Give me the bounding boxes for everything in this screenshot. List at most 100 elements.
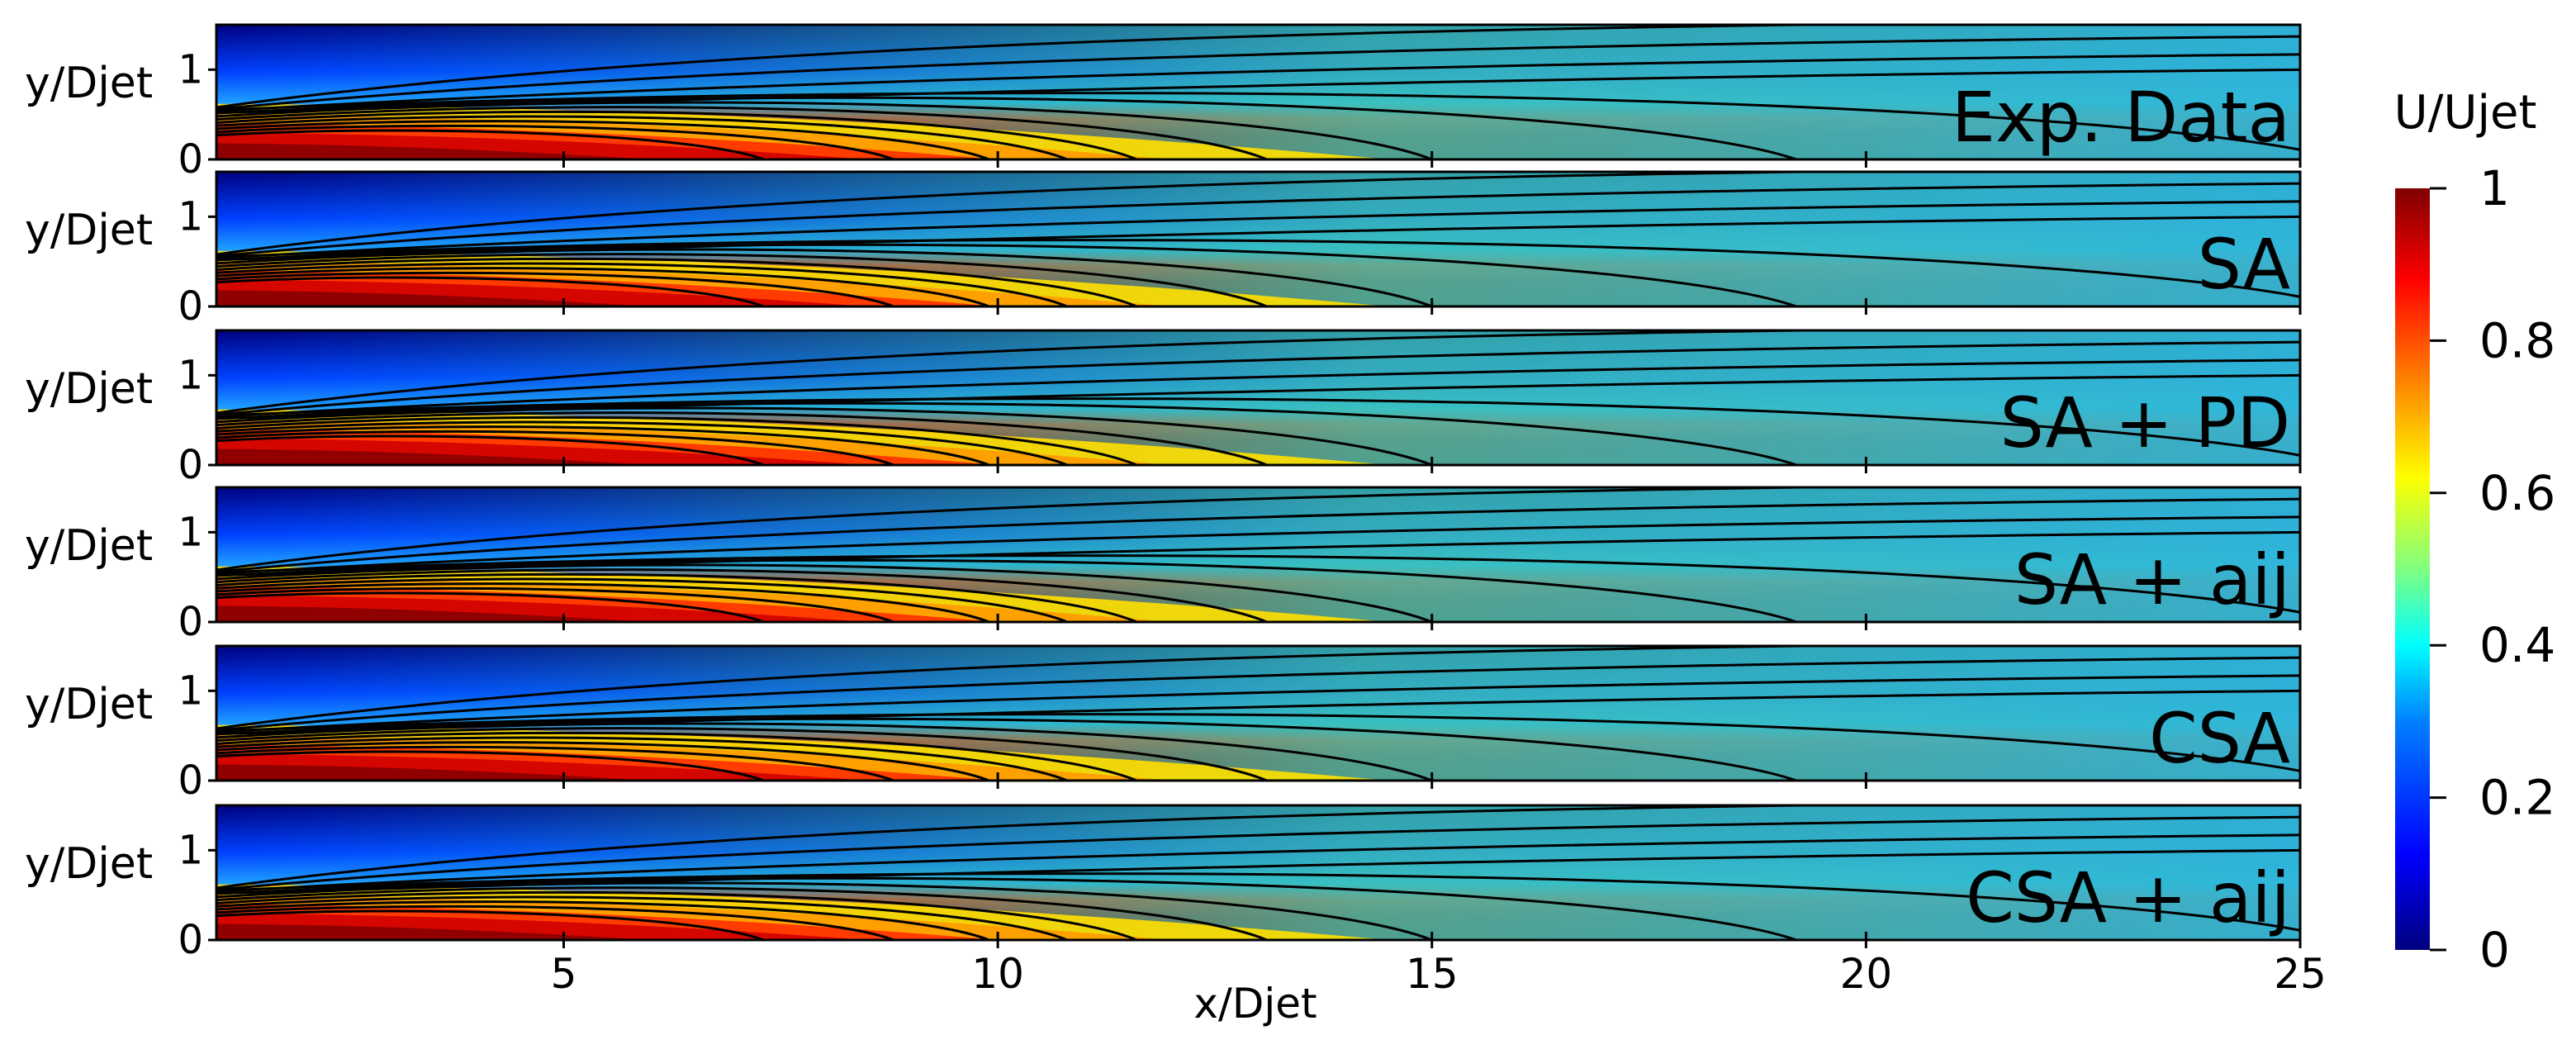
contour-line-upper — [216, 68, 2300, 114]
y-tick-label: 1 — [178, 667, 203, 714]
contour-line — [216, 420, 1068, 465]
contour-line — [216, 872, 2300, 932]
contour-line — [216, 124, 894, 159]
panel-label: SA — [2198, 224, 2290, 305]
colorbar-tick-label: 0.8 — [2479, 312, 2555, 368]
jet-core-region — [216, 449, 651, 465]
contour-line — [216, 271, 894, 306]
y-axis-label: y/Djet — [25, 680, 153, 729]
y-axis-label: y/Djet — [25, 206, 153, 255]
contour-line-upper — [216, 515, 2300, 575]
contour-line — [216, 397, 2300, 457]
contour-line — [216, 717, 1797, 781]
y-axis-label: y/Djet — [25, 521, 153, 571]
contour-line — [216, 425, 990, 465]
y-tick-label: 0 — [178, 136, 203, 183]
contour-line — [216, 895, 1068, 940]
panel-frame — [215, 329, 2302, 467]
contour-line — [216, 554, 2300, 614]
panel-5: CSA + aij y/Djet 0 1 — [25, 804, 2302, 963]
y-tick-label: 0 — [178, 442, 203, 488]
panel-label: CSA + aij — [1966, 857, 2290, 938]
contour-line — [216, 253, 1268, 306]
contour-line — [216, 745, 894, 781]
jet-core-region — [216, 143, 651, 159]
panel-frame — [215, 23, 2302, 161]
contour-line — [216, 731, 1137, 781]
panel-frame — [215, 804, 2302, 942]
contour-line — [216, 401, 1797, 465]
x-tick-label: 25 — [2274, 950, 2327, 998]
panels-group: Exp. Data y/Djet 0 1 SA y/Djet 0 1 SA + PD y/Djet… — [25, 23, 2302, 963]
contour-line — [216, 876, 1797, 940]
contour-line — [216, 741, 990, 781]
y-tick-label: 0 — [178, 283, 203, 330]
contour-line-upper — [216, 497, 2300, 573]
contour-line — [216, 262, 1068, 306]
contour-line — [216, 904, 894, 940]
contour-line — [216, 572, 1137, 622]
contour-line — [216, 106, 1268, 159]
x-axis: x/Djet 5 10 15 20 25 — [551, 950, 2327, 1028]
panel-field — [216, 646, 2300, 781]
y-tick-label: 0 — [178, 757, 203, 804]
contour-line — [216, 115, 1068, 159]
jet-core-region — [216, 290, 651, 306]
panel-0: Exp. Data y/Djet 0 1 — [25, 23, 2302, 183]
contour-line — [216, 577, 1068, 622]
contour-line-upper — [216, 340, 2300, 416]
y-tick-label: 0 — [178, 599, 203, 645]
contour-line — [216, 239, 2300, 298]
panel-field — [216, 330, 2300, 465]
panel-2: SA + PD y/Djet 0 1 — [25, 329, 2302, 488]
y-axis-label: y/Djet — [25, 59, 153, 108]
jet-core-region — [216, 605, 651, 622]
contour-line — [216, 129, 764, 159]
contour-line — [216, 96, 1797, 159]
x-tick-label: 20 — [1840, 950, 1893, 998]
contour-line — [216, 276, 764, 306]
colorbar-gradient — [2395, 188, 2430, 950]
panel-field — [216, 25, 2300, 159]
contour-line-upper — [216, 815, 2300, 891]
contour-line — [216, 900, 990, 940]
x-tick-label: 5 — [551, 950, 577, 998]
contour-line-upper — [216, 25, 1893, 109]
colorbar-tick-label: 0.6 — [2479, 465, 2555, 521]
panel-1: SA y/Djet 0 1 — [25, 170, 2302, 330]
contour-line — [216, 909, 764, 940]
contour-line — [216, 415, 1137, 465]
contour-line — [216, 727, 1268, 781]
contour-line-upper — [216, 833, 2300, 893]
panel-label: Exp. Data — [1952, 77, 2290, 158]
contour-line-upper — [216, 487, 1893, 572]
contour-line — [216, 257, 1137, 306]
x-tick-label: 10 — [971, 950, 1024, 998]
colorbar-tick-label: 0.2 — [2479, 770, 2555, 826]
y-tick-label: 1 — [178, 193, 203, 240]
panel-4: CSA y/Djet 0 1 — [25, 644, 2302, 804]
contour-line-upper — [216, 35, 2300, 111]
contour-line — [216, 267, 990, 306]
contour-line-upper — [216, 172, 1893, 256]
contour-line-upper — [216, 215, 2300, 261]
contour-line — [216, 890, 1137, 940]
panel-3: SA + aij y/Djet 0 1 — [25, 486, 2302, 645]
panel-frame — [215, 170, 2302, 308]
contour-line — [216, 434, 764, 465]
contour-line — [216, 568, 1268, 622]
contour-line-upper — [216, 805, 1893, 890]
panel-frame — [215, 486, 2302, 624]
panel-field — [216, 805, 2300, 940]
colorbar-tick-label: 1 — [2479, 160, 2510, 216]
panel-frame — [215, 644, 2302, 782]
x-tick-label: 15 — [1406, 950, 1459, 998]
contour-line — [216, 750, 764, 781]
x-axis-label: x/Djet — [1193, 980, 1316, 1028]
contour-line — [216, 713, 2300, 772]
panel-field — [216, 172, 2300, 306]
y-tick-label: 1 — [178, 46, 203, 93]
panel-field — [216, 487, 2300, 622]
contour-line — [216, 591, 764, 622]
